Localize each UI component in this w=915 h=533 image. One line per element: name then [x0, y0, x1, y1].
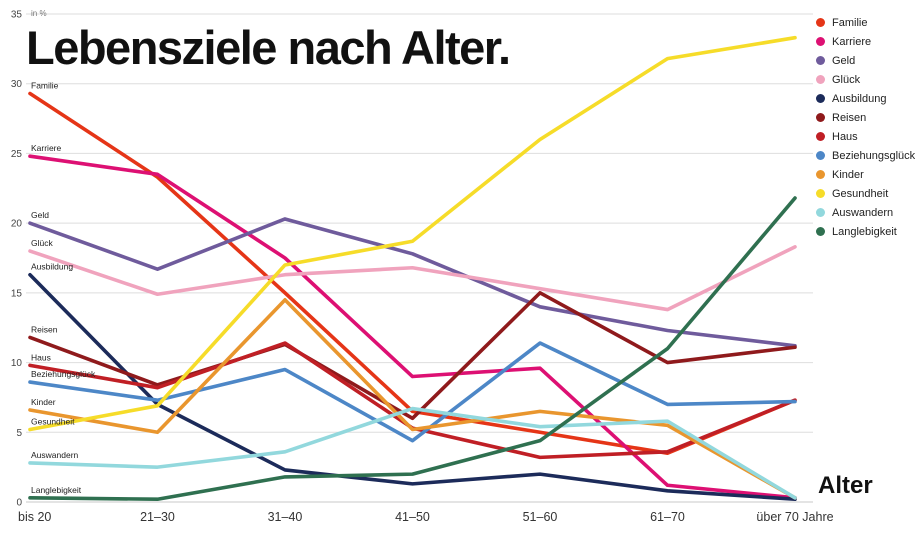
series-start-label-ausbildung: Ausbildung: [31, 262, 73, 272]
series-start-label-langlebigkeit: Langlebigkeit: [31, 485, 82, 495]
series-line-langlebigkeit: [28, 196, 797, 502]
series-start-label-reisen: Reisen: [31, 324, 58, 334]
legend-color-dot: [816, 132, 825, 141]
legend-label: Ausbildung: [832, 92, 887, 105]
legend-color-dot: [816, 227, 825, 236]
y-tick-label: 20: [11, 219, 23, 230]
chart-title: Lebensziele nach Alter.: [26, 21, 511, 74]
series-start-label-beziehungsgl-ck: Beziehungsglück: [31, 369, 96, 379]
legend-color-dot: [816, 189, 825, 198]
legend-item-kinder: Kinder: [816, 165, 915, 184]
legend-color-dot: [816, 56, 825, 65]
legend-label: Beziehungsglück: [832, 149, 915, 162]
series-line-gl-ck: [28, 245, 797, 312]
legend-item-haus: Haus: [816, 127, 915, 146]
series-line-karriere: [28, 154, 797, 500]
legend-label: Karriere: [832, 35, 872, 48]
legend-label: Reisen: [832, 111, 867, 124]
series-start-label-gl-ck: Glück: [31, 238, 53, 248]
x-tick-label: 61–70: [650, 510, 685, 524]
legend-item-geld: Geld: [816, 51, 915, 70]
legend-item-langlebigkeit: Langlebigkeit: [816, 222, 915, 241]
legend-color-dot: [816, 113, 825, 122]
legend-item-gesundheit: Gesundheit: [816, 184, 915, 203]
x-tick-label: bis 20: [18, 510, 51, 524]
y-tick-label: 35: [11, 10, 23, 21]
legend-label: Gesundheit: [832, 187, 889, 200]
x-tick-label: 41–50: [395, 510, 430, 524]
y-tick-label: 5: [16, 428, 22, 439]
legend-item-gl-ck: Glück: [816, 70, 915, 89]
series-start-label-geld: Geld: [31, 210, 49, 220]
legend-label: Geld: [832, 54, 856, 67]
x-tick-label: 51–60: [523, 510, 558, 524]
legend-item-familie: Familie: [816, 13, 915, 32]
x-tick-label: 21–30: [140, 510, 175, 524]
legend-label: Langlebigkeit: [832, 225, 897, 238]
legend-color-dot: [816, 170, 825, 179]
y-tick-label: 0: [16, 498, 22, 509]
series-line-kinder: [28, 298, 797, 500]
legend-item-karriere: Karriere: [816, 32, 915, 51]
y-tick-label: 30: [11, 79, 23, 90]
legend-color-dot: [816, 75, 825, 84]
series-line-beziehungsgl-ck: [28, 341, 797, 443]
legend-item-auswandern: Auswandern: [816, 203, 915, 222]
series-start-label-auswandern: Auswandern: [31, 450, 79, 460]
series-line-gesundheit: [28, 35, 797, 432]
series-start-label-kinder: Kinder: [31, 397, 56, 407]
y-tick-label: 25: [11, 149, 23, 160]
series-line-reisen: [28, 291, 797, 421]
legend-label: Kinder: [832, 168, 864, 181]
legend-item-reisen: Reisen: [816, 108, 915, 127]
series-start-label-haus: Haus: [31, 352, 51, 362]
legend-label: Familie: [832, 16, 868, 29]
series-line-auswandern: [28, 406, 797, 500]
y-tick-label: 15: [11, 288, 23, 299]
legend-item-ausbildung: Ausbildung: [816, 89, 915, 108]
legend: Familie Karriere Geld Glück Ausbildung Reisen…: [816, 13, 915, 241]
x-tick-label: über 70 Jahre: [756, 510, 833, 524]
legend-label: Auswandern: [832, 206, 894, 219]
series-line-geld: [28, 217, 797, 348]
legend-color-dot: [816, 208, 825, 217]
legend-color-dot: [816, 37, 825, 46]
series-start-label-karriere: Karriere: [31, 143, 62, 153]
series-start-label-familie: Familie: [31, 80, 59, 90]
legend-color-dot: [816, 94, 825, 103]
legend-label: Glück: [832, 73, 861, 86]
legend-color-dot: [816, 151, 825, 160]
legend-item-beziehungsgl-ck: Beziehungsglück: [816, 146, 915, 165]
x-tick-label: 31–40: [268, 510, 303, 524]
x-axis-title: Alter: [818, 472, 873, 499]
y-axis-unit-label: in %: [31, 9, 47, 18]
series-start-label-gesundheit: Gesundheit: [31, 416, 75, 426]
y-tick-label: 10: [11, 358, 23, 369]
legend-label: Haus: [832, 130, 858, 143]
legend-color-dot: [816, 18, 825, 27]
